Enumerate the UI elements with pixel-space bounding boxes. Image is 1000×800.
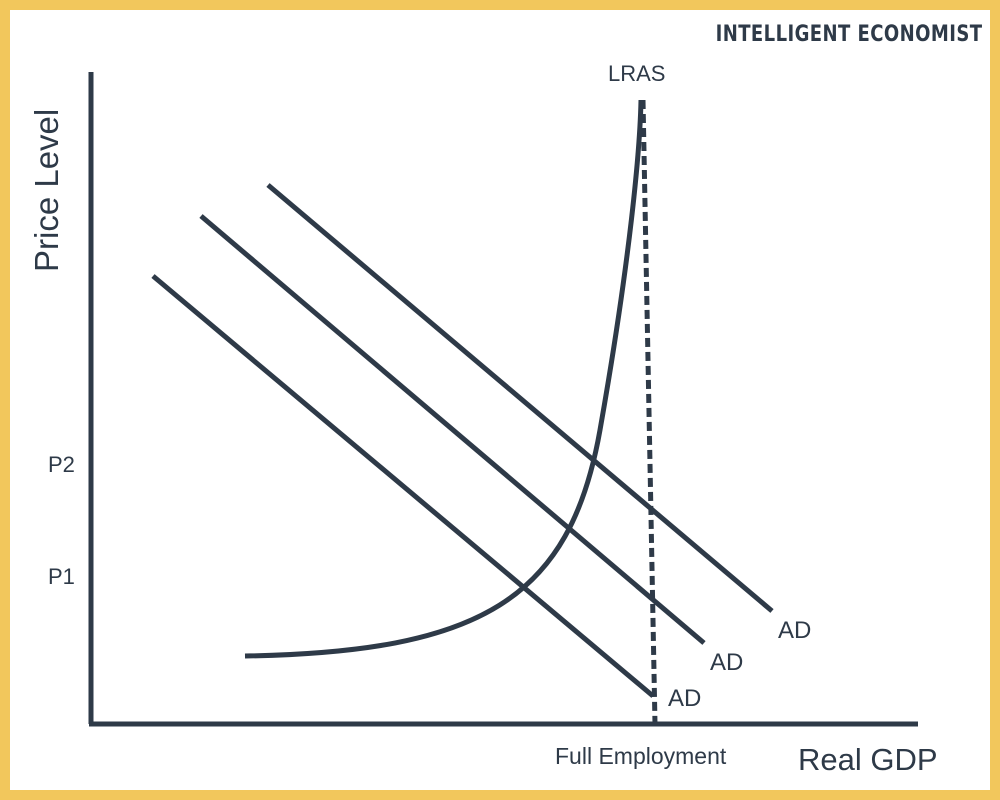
ad-label-1: AD — [668, 685, 701, 712]
y-axis-label: Price Level — [28, 109, 65, 272]
ad-label-3: AD — [778, 617, 811, 644]
y-tick-p2: P2 — [48, 452, 75, 477]
lras-label: LRAS — [608, 61, 665, 86]
as-curve — [244, 99, 644, 659]
brand-logo-text: INTELLIGENT ECONOMIST — [715, 22, 982, 47]
ad-curve-3 — [266, 183, 774, 613]
ad-label-2: AD — [710, 649, 743, 676]
x-tick-full-employment: Full Employment — [555, 743, 727, 769]
lras-line — [640, 99, 658, 725]
diagram-frame — [10, 10, 990, 790]
y-tick-p1: P1 — [48, 564, 75, 589]
x-axis-label: Real GDP — [798, 742, 938, 777]
ad-curve-1 — [151, 274, 655, 698]
ad-curve-2 — [199, 214, 706, 645]
